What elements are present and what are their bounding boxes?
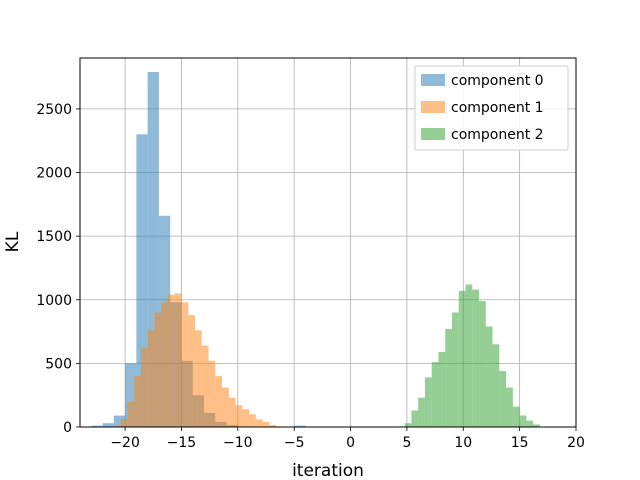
histogram-bar: [411, 410, 419, 427]
histogram-bar: [262, 421, 270, 427]
series-1-bars: [113, 293, 283, 427]
legend-label: component 2: [451, 127, 544, 143]
histogram-bar: [154, 312, 162, 427]
histogram-bar: [519, 415, 527, 427]
y-tick-label: 1500: [36, 229, 72, 245]
histogram-bar: [479, 301, 486, 427]
x-tick-label: −10: [223, 435, 253, 451]
histogram-bar: [438, 351, 446, 427]
histogram-bar: [465, 284, 473, 427]
histogram-bar: [208, 360, 216, 427]
bars: [91, 71, 540, 427]
legend-box: [414, 65, 569, 151]
histogram-bar: [228, 397, 236, 427]
y-tick-label: 2000: [36, 166, 72, 182]
histogram-bar: [404, 423, 412, 427]
histogram-bar: [445, 329, 452, 427]
y-axis-label: KL: [3, 231, 23, 252]
histogram-bar: [136, 134, 148, 427]
histogram-bar: [140, 348, 148, 427]
x-tick-label: 0: [346, 435, 355, 451]
histogram-bar: [194, 330, 202, 427]
y-axis: 0 500 1000 1500 2000 2500: [36, 102, 80, 436]
histogram-bar: [167, 294, 175, 427]
x-axis-label: iteration: [292, 461, 364, 480]
x-tick-label: 5: [402, 435, 411, 451]
histogram-bar: [147, 330, 155, 427]
histogram-bar: [269, 425, 277, 427]
histogram-bar: [526, 420, 534, 427]
x-tick-label: 20: [567, 435, 585, 451]
plot-frame: [79, 57, 577, 428]
legend-label: component 1: [451, 100, 544, 116]
histogram-bar: [102, 423, 114, 427]
histogram-bar: [127, 401, 135, 427]
histogram-bar: [181, 302, 189, 427]
histogram-bar: [506, 387, 513, 427]
histogram-bar: [499, 371, 507, 427]
histogram-bar: [242, 409, 250, 427]
histogram-bar: [424, 377, 432, 427]
histogram-bar: [418, 397, 425, 427]
histogram-bar: [215, 376, 223, 427]
x-tick-label: −20: [110, 435, 140, 451]
histogram-bar: [512, 406, 520, 427]
histogram-bar: [294, 425, 306, 427]
histogram-bar: [452, 312, 459, 427]
histogram-bar: [113, 415, 126, 427]
series-2-bars: [404, 284, 540, 427]
histogram-bar: [533, 424, 540, 427]
x-tick-label: −15: [167, 435, 197, 451]
histogram-bar: [458, 290, 466, 427]
histogram-bar: [485, 326, 493, 427]
histogram-bar: [188, 315, 195, 427]
histogram-bar: [120, 419, 128, 427]
x-tick-label: 15: [511, 435, 529, 451]
histogram-bar: [431, 362, 439, 427]
x-axis: −20 −15 −10 −5 0 5 10 15 20: [110, 427, 585, 451]
y-tick-label: 500: [45, 356, 72, 372]
legend-label: component 0: [451, 73, 544, 89]
histogram-bar: [113, 425, 121, 427]
legend: component 0 component 1 component 2: [414, 65, 569, 151]
histogram-bar: [235, 405, 243, 427]
histogram-bar: [222, 387, 229, 427]
y-tick-label: 1000: [36, 293, 72, 309]
legend-swatch: [421, 128, 445, 140]
histogram-bar: [125, 363, 137, 427]
x-tick-label: 10: [454, 435, 472, 451]
histogram-bar: [174, 293, 182, 427]
histogram-bar: [492, 344, 500, 427]
histogram-bar: [161, 302, 168, 427]
histogram-bar: [472, 289, 480, 427]
y-tick-label: 0: [63, 420, 72, 436]
x-tick-label: −5: [284, 435, 305, 451]
histogram-bar: [201, 345, 209, 427]
y-tick-label: 2500: [36, 102, 72, 118]
histogram-bar: [147, 71, 159, 427]
histogram-bar: [249, 414, 256, 427]
histogram-bar: [255, 419, 263, 427]
legend-swatch: [421, 74, 445, 86]
legend-swatch: [421, 101, 445, 113]
histogram-bar: [91, 425, 103, 427]
histogram-bar: [134, 376, 141, 427]
